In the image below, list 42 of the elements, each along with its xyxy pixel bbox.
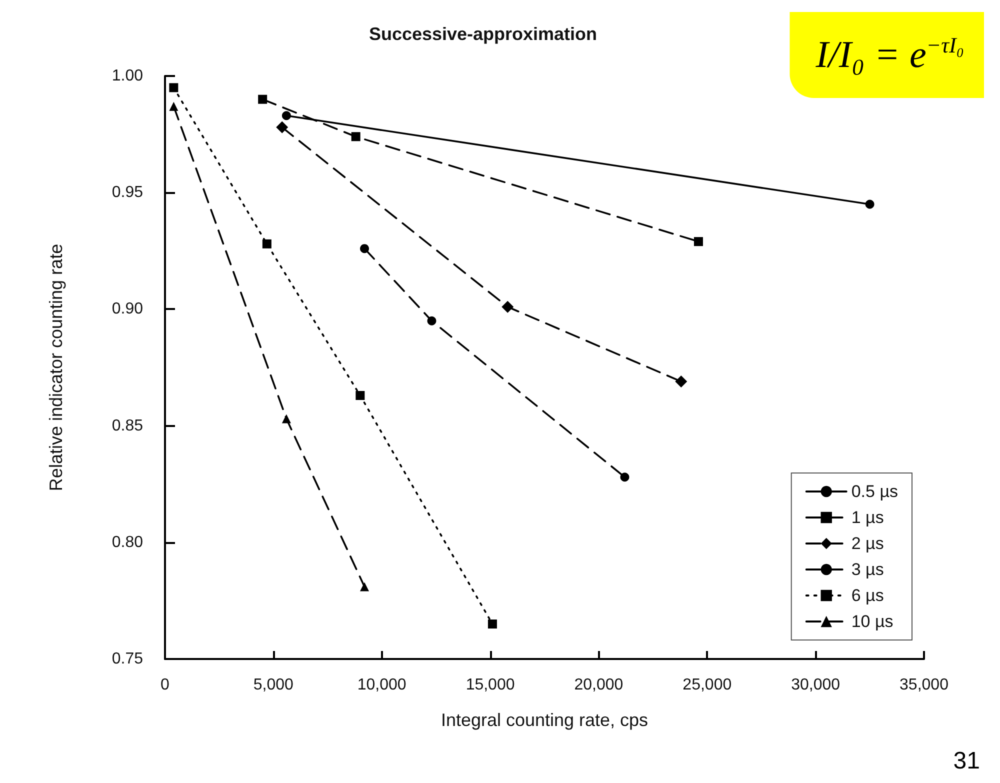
legend-label: 1 µs bbox=[851, 508, 884, 527]
point bbox=[427, 316, 436, 326]
y-tick-label: 0.90 bbox=[112, 300, 144, 318]
point bbox=[169, 83, 178, 92]
point bbox=[356, 390, 365, 400]
legend-label: 10 µs bbox=[851, 612, 894, 631]
point bbox=[258, 94, 268, 104]
y-axis-title: Relative indicator counting rate bbox=[46, 244, 66, 492]
legend-label: 0.5 µs bbox=[851, 482, 898, 501]
x-tick-label: 5,000 bbox=[253, 676, 294, 694]
point bbox=[502, 300, 514, 313]
y-tick-label: 0.80 bbox=[112, 534, 144, 551]
text: 31 bbox=[953, 748, 980, 774]
legend-label: 3 µs bbox=[851, 560, 884, 579]
point bbox=[360, 582, 370, 592]
point bbox=[694, 237, 703, 246]
point bbox=[865, 200, 874, 209]
x-tick-label: 30,000 bbox=[791, 676, 840, 694]
point bbox=[262, 239, 272, 248]
point bbox=[675, 375, 688, 388]
point bbox=[488, 620, 497, 629]
point bbox=[169, 102, 178, 111]
x-tick-label: 10,000 bbox=[357, 676, 406, 694]
point bbox=[360, 244, 370, 254]
point bbox=[282, 111, 291, 120]
y-tick-label: 0.75 bbox=[112, 650, 144, 668]
x-tick-label: 15,000 bbox=[466, 676, 515, 694]
chart-title: Successive-approximation bbox=[368, 24, 598, 44]
y-tick-label: 0.85 bbox=[112, 417, 144, 434]
legend-label: 2 µs bbox=[851, 534, 884, 553]
x-tick-label: 20,000 bbox=[574, 676, 624, 694]
x-axis-title: Integral counting rate, cps bbox=[440, 710, 648, 730]
x-tick-label: 25,000 bbox=[682, 676, 732, 694]
y-tick-label: 1.00 bbox=[112, 68, 144, 84]
y-tick-label: 0.95 bbox=[112, 184, 144, 202]
point bbox=[351, 132, 360, 142]
point bbox=[276, 121, 288, 134]
point bbox=[282, 414, 291, 424]
x-tick-label: 0 bbox=[160, 676, 170, 694]
legend-label: 6 µs bbox=[851, 586, 884, 605]
x-tick-label: 35,000 bbox=[900, 676, 949, 694]
point bbox=[620, 472, 630, 482]
